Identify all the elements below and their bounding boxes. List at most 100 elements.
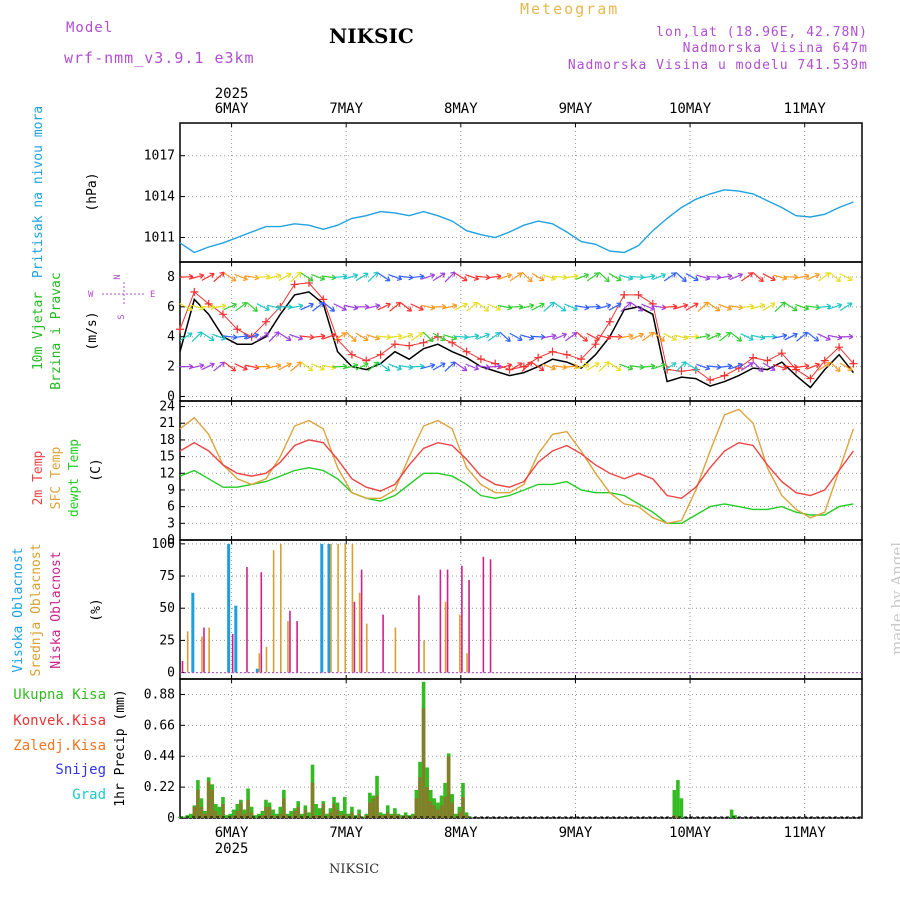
wind-direction-arrow-head xyxy=(264,332,270,338)
wind-direction-arrow-shaft xyxy=(706,275,722,278)
wind-direction-arrow-head xyxy=(572,305,578,311)
wind-gust-marker xyxy=(849,359,858,368)
wind-direction-arrow xyxy=(795,273,810,280)
precip-conv-bar xyxy=(375,795,379,818)
wind-direction-arrow-shaft xyxy=(640,275,656,279)
wind-direction-arrow-head xyxy=(461,366,468,372)
cloud-bar-srednja xyxy=(186,631,189,673)
cloud-bar-niska xyxy=(489,559,492,673)
wind-direction-arrow-head xyxy=(209,336,215,342)
wind-direction-arrow-head xyxy=(650,363,656,370)
wind-direction-arrow xyxy=(620,301,632,312)
wind-direction-arrow-head xyxy=(462,276,468,282)
precip-conv-bar xyxy=(217,815,222,818)
cloud-bar-niska xyxy=(353,601,356,673)
wind-direction-arrow xyxy=(752,271,764,283)
wind-direction-arrow-head xyxy=(670,272,677,278)
temperature-ytick-label: 21 xyxy=(159,416,175,431)
wind-direction-arrow xyxy=(355,362,369,371)
precip-conv-bar xyxy=(249,812,254,818)
wind-direction-arrow-head xyxy=(682,302,689,309)
precip-total-bar xyxy=(325,813,329,818)
wind-direction-arrow xyxy=(685,362,699,371)
wind-direction-arrow xyxy=(839,302,853,312)
wind-direction-arrow xyxy=(377,302,391,311)
wind-direction-arrow-shaft xyxy=(190,274,204,280)
clouds-frame xyxy=(179,539,863,680)
wind-direction-arrow-head xyxy=(199,273,205,279)
wind-direction-arrow xyxy=(410,332,424,342)
wind-direction-arrow xyxy=(652,362,667,370)
wind-direction-arrow-shaft xyxy=(784,333,798,341)
wind-direction-arrow-shaft xyxy=(675,271,687,283)
wind-direction-arrow-head xyxy=(219,361,226,367)
wind-direction-arrow-head xyxy=(595,303,601,310)
wind-direction-arrow-head xyxy=(385,302,391,309)
wind-direction-arrow xyxy=(498,272,513,280)
cloud-bar-srednja xyxy=(351,543,354,673)
wind-direction-arrow-head xyxy=(583,362,590,369)
temperature-frame xyxy=(179,400,863,541)
wind-direction-arrow-shaft xyxy=(729,363,743,370)
wind-direction-arrow-shaft xyxy=(464,335,480,339)
precip-conv-bar xyxy=(199,806,204,818)
cloud-bar-visoka xyxy=(327,543,331,673)
precip-conv-bar xyxy=(285,815,290,818)
wind-direction-arrow-shaft xyxy=(486,275,502,279)
wind-direction-arrow xyxy=(377,272,391,282)
precip-conv-bar xyxy=(393,813,397,818)
wind-direction-arrow-shaft xyxy=(212,333,226,340)
cloud-unit: (%) xyxy=(89,598,104,621)
wind-direction-arrow xyxy=(553,302,567,312)
wind-direction-arrow xyxy=(432,272,446,282)
precip-ytick-label: 0.44 xyxy=(144,749,175,764)
precip-total-bar xyxy=(342,796,347,818)
wind-direction-arrow-head xyxy=(406,306,413,312)
wind-direction-arrow-shaft xyxy=(653,331,665,342)
wind-direction-arrow-head xyxy=(573,273,579,280)
wind-direction-arrow xyxy=(838,333,854,340)
wind-direction-arrow-shaft xyxy=(795,275,809,279)
precip-conv-bar xyxy=(464,815,469,818)
wind-direction-arrow-head xyxy=(560,306,567,312)
wind-direction-arrow xyxy=(301,361,314,372)
clouds-ytick-label: 75 xyxy=(159,569,175,584)
wind-direction-arrow-shaft xyxy=(223,303,237,311)
wind-direction-arrow-shaft xyxy=(333,332,347,342)
wind-direction-arrow xyxy=(598,361,610,372)
wind-direction-arrow-shaft xyxy=(267,304,281,310)
wind-direction-arrow-shaft xyxy=(586,272,600,282)
wind-direction-arrow-shaft xyxy=(564,332,578,342)
precip-conv-bar xyxy=(221,803,225,818)
wind-direction-arrow xyxy=(278,272,292,281)
wind-direction-arrow xyxy=(255,273,271,280)
wind-direction-arrow xyxy=(509,362,523,371)
wind-direction-arrow xyxy=(443,303,458,310)
wind-direction-arrow xyxy=(662,303,678,310)
temperature-ytick-label: 24 xyxy=(159,400,175,415)
wind-direction-arrow-shaft xyxy=(311,273,325,281)
wind-direction-arrow xyxy=(278,362,292,371)
wind-direction-arrow xyxy=(817,333,831,341)
precip-total-bar xyxy=(454,813,458,818)
precip-conv-bar xyxy=(328,812,333,818)
wind-direction-arrow xyxy=(486,273,502,280)
precip-legend-3: Snijeg xyxy=(55,762,106,778)
precip-conv-bar xyxy=(264,806,268,818)
wind-direction-arrow-head xyxy=(230,366,237,372)
precip-ytick-label: 0 xyxy=(167,811,175,826)
wind-direction-arrow-head xyxy=(573,363,579,370)
wind-direction-arrow xyxy=(652,272,666,281)
wind-direction-arrow-shaft xyxy=(410,303,424,311)
precip-conv-bar xyxy=(239,802,243,818)
wind-direction-arrow-head xyxy=(276,362,282,369)
wind-direction-arrow-head xyxy=(342,273,348,280)
cloud-bar-srednja xyxy=(358,592,361,673)
wind-direction-arrow-shaft xyxy=(740,272,754,282)
wind-direction-arrow xyxy=(355,272,369,282)
wind-direction-arrow xyxy=(400,302,413,312)
wind-direction-arrow xyxy=(807,331,820,342)
x-day-label-top: 7MAY xyxy=(329,101,363,117)
temp-unit: (C) xyxy=(89,458,104,481)
wind-direction-arrow-shaft xyxy=(235,302,247,312)
